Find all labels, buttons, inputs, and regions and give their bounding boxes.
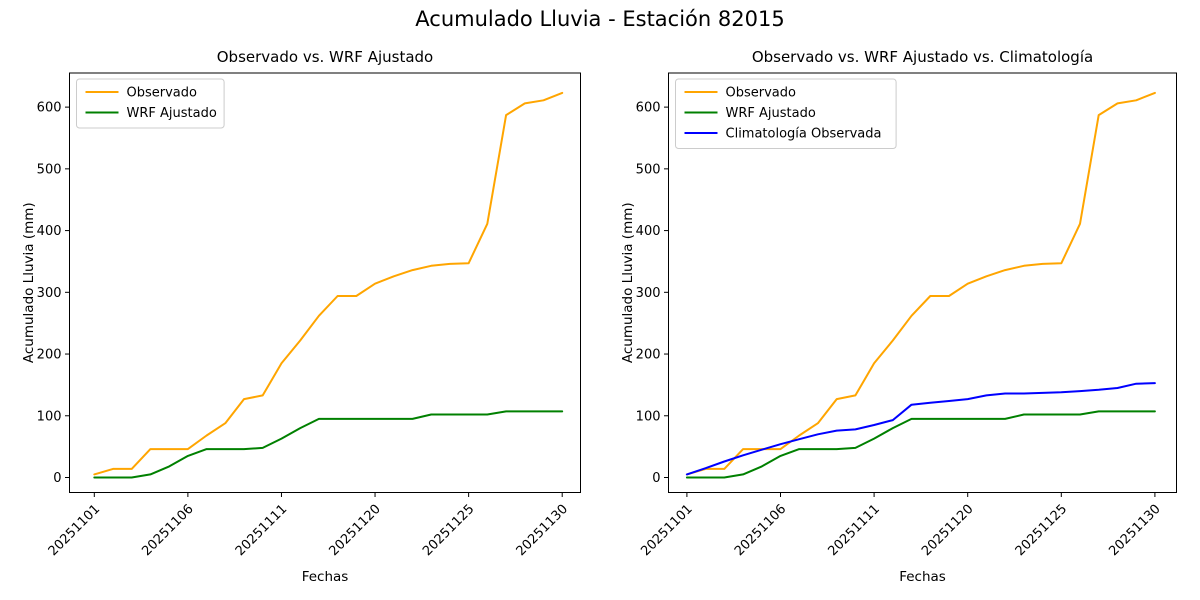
x-tick-label: 20251111 xyxy=(826,502,883,559)
series-line-observado xyxy=(93,91,564,476)
x-tick-label: 20251101 xyxy=(46,502,103,559)
y-tick-label: 500 xyxy=(37,162,62,177)
y-tick-label: 0 xyxy=(53,471,61,486)
y-tick-label: 300 xyxy=(37,286,62,301)
y-tick-label: 500 xyxy=(636,162,661,177)
figure-title: Acumulado Lluvia - Estación 82015 xyxy=(415,7,785,31)
legend-label-climatolog-a-observada: Climatología Observada xyxy=(726,127,882,142)
series-line-observado xyxy=(685,91,1156,476)
x-tick-label: 20251106 xyxy=(732,502,789,559)
y-tick-label: 600 xyxy=(636,101,661,116)
series-line-wrf-ajustado xyxy=(685,410,1156,479)
x-tick-label: 20251120 xyxy=(326,502,383,559)
legend: Observado WRF Ajustado xyxy=(76,78,225,129)
y-tick-label: 200 xyxy=(37,348,62,363)
legend-box xyxy=(675,78,897,149)
y-tick-label: 100 xyxy=(636,409,661,424)
x-tick-label: 20251125 xyxy=(420,502,477,559)
subplot-2: Observado vs. WRF Ajustado vs. Climatolo… xyxy=(620,48,1177,585)
series-line-wrf-ajustado xyxy=(93,410,564,479)
legend-label-observado: Observado xyxy=(726,86,797,101)
y-axis-label: Acumulado Lluvia (mm) xyxy=(620,202,636,363)
subplot-title: Observado vs. WRF Ajustado xyxy=(217,48,433,66)
y-tick-label: 400 xyxy=(37,224,62,239)
legend: Observado WRF Ajustado Climatología Observ… xyxy=(675,78,897,149)
x-tick-label: 20251120 xyxy=(919,502,976,559)
subplot-title: Observado vs. WRF Ajustado vs. Climatolo… xyxy=(752,48,1093,66)
x-tick-label: 20251106 xyxy=(139,502,196,559)
x-tick-label: 20251130 xyxy=(1106,502,1163,559)
x-tick-label: 20251111 xyxy=(233,502,290,559)
x-tick-label: 20251130 xyxy=(514,502,571,559)
y-tick-label: 600 xyxy=(37,101,62,116)
x-axis-label: Fechas xyxy=(302,569,349,585)
plot-border xyxy=(668,72,1177,493)
y-tick-label: 400 xyxy=(636,224,661,239)
y-tick-label: 100 xyxy=(37,409,62,424)
y-tick-label: 300 xyxy=(636,286,661,301)
legend-label-wrf-ajustado: WRF Ajustado xyxy=(127,106,217,121)
series-line-climatolog-a-observada xyxy=(685,382,1156,476)
x-axis-label: Fechas xyxy=(899,569,946,585)
y-tick-label: 0 xyxy=(652,471,660,486)
subplot-1: Observado vs. WRF Ajustado 0 100 200 300 400 5… xyxy=(21,48,581,585)
legend-label-observado: Observado xyxy=(127,86,198,101)
x-tick-label: 20251125 xyxy=(1013,502,1070,559)
y-tick-label: 200 xyxy=(636,348,661,363)
plot-border xyxy=(69,72,581,493)
legend-label-wrf-ajustado: WRF Ajustado xyxy=(726,106,816,121)
x-tick-label: 20251101 xyxy=(638,502,695,559)
y-axis-label: Acumulado Lluvia (mm) xyxy=(21,202,37,363)
